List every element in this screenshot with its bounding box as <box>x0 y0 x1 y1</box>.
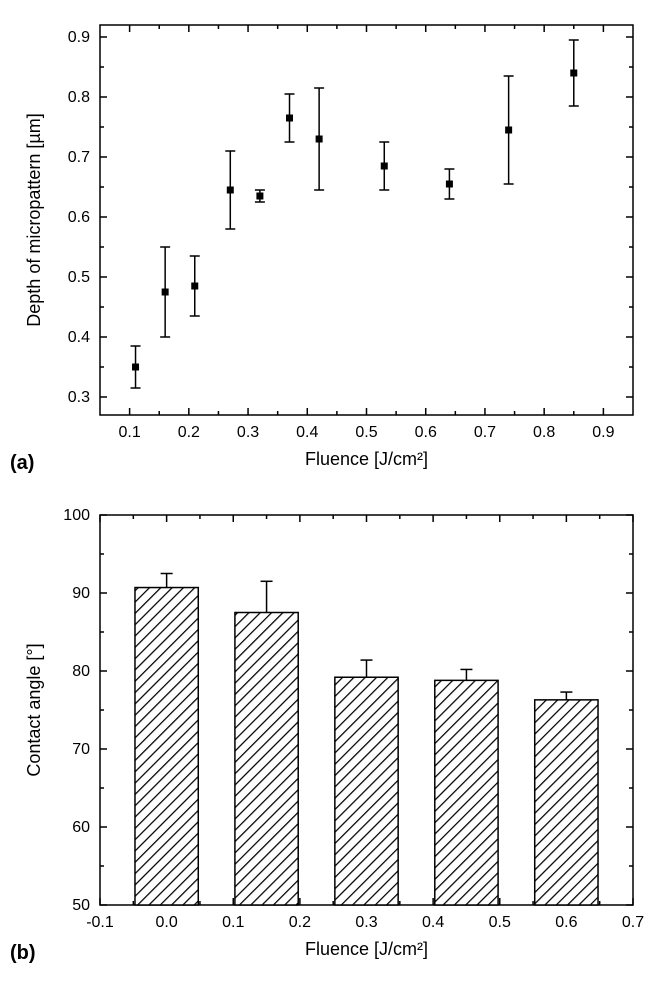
svg-text:-0.1: -0.1 <box>86 914 114 931</box>
svg-text:0.1: 0.1 <box>222 914 244 931</box>
svg-text:0.6: 0.6 <box>68 209 90 226</box>
svg-text:0.8: 0.8 <box>533 424 555 441</box>
svg-text:Depth of micropattern [µm]: Depth of micropattern [µm] <box>24 113 44 326</box>
svg-text:60: 60 <box>72 819 90 836</box>
svg-text:0.9: 0.9 <box>68 29 90 46</box>
panel-b-label: (b) <box>10 942 36 965</box>
svg-text:80: 80 <box>72 663 90 680</box>
svg-text:0.4: 0.4 <box>68 329 90 346</box>
svg-text:0.6: 0.6 <box>415 424 437 441</box>
svg-text:0.5: 0.5 <box>489 914 511 931</box>
panel-a-label: (a) <box>10 452 34 475</box>
scatter-chart: 0.1 0.2 0.3 0.4 0.5 0.6 0.7 0.8 0.9 0.3 0.4 0.5 0.6 0… <box>10 10 653 480</box>
svg-text:Fluence [J/cm²]: Fluence [J/cm²] <box>305 449 428 469</box>
svg-text:0.0: 0.0 <box>156 914 178 931</box>
svg-text:50: 50 <box>72 897 90 914</box>
svg-text:0.7: 0.7 <box>622 914 644 931</box>
svg-text:0.2: 0.2 <box>289 914 311 931</box>
svg-text:0.4: 0.4 <box>422 914 444 931</box>
panel-a: 0.1 0.2 0.3 0.4 0.5 0.6 0.7 0.8 0.9 0.3 0.4 0.5 0.6 0… <box>10 10 653 480</box>
svg-text:70: 70 <box>72 741 90 758</box>
svg-text:0.1: 0.1 <box>118 424 140 441</box>
svg-text:0.3: 0.3 <box>237 424 259 441</box>
svg-text:100: 100 <box>63 507 90 524</box>
svg-text:0.7: 0.7 <box>68 149 90 166</box>
svg-text:0.3: 0.3 <box>355 914 377 931</box>
panel-b: -0.1 0.0 0.1 0.2 0.3 0.4 0.5 0.6 0.7 50 60 70 80 90 10… <box>10 500 653 970</box>
svg-text:0.5: 0.5 <box>68 269 90 286</box>
svg-text:0.4: 0.4 <box>296 424 318 441</box>
svg-text:0.3: 0.3 <box>68 389 90 406</box>
bar-chart: -0.1 0.0 0.1 0.2 0.3 0.4 0.5 0.6 0.7 50 60 70 80 90 10… <box>10 500 653 970</box>
svg-text:Fluence [J/cm²]: Fluence [J/cm²] <box>305 939 428 959</box>
svg-text:0.2: 0.2 <box>178 424 200 441</box>
svg-text:0.8: 0.8 <box>68 89 90 106</box>
svg-text:0.5: 0.5 <box>355 424 377 441</box>
figure-container: 0.1 0.2 0.3 0.4 0.5 0.6 0.7 0.8 0.9 0.3 0.4 0.5 0.6 0… <box>10 10 653 970</box>
svg-text:Contact angle [°]: Contact angle [°] <box>24 643 44 776</box>
svg-text:90: 90 <box>72 585 90 602</box>
svg-text:0.7: 0.7 <box>474 424 496 441</box>
svg-text:0.6: 0.6 <box>555 914 577 931</box>
svg-text:0.9: 0.9 <box>592 424 614 441</box>
